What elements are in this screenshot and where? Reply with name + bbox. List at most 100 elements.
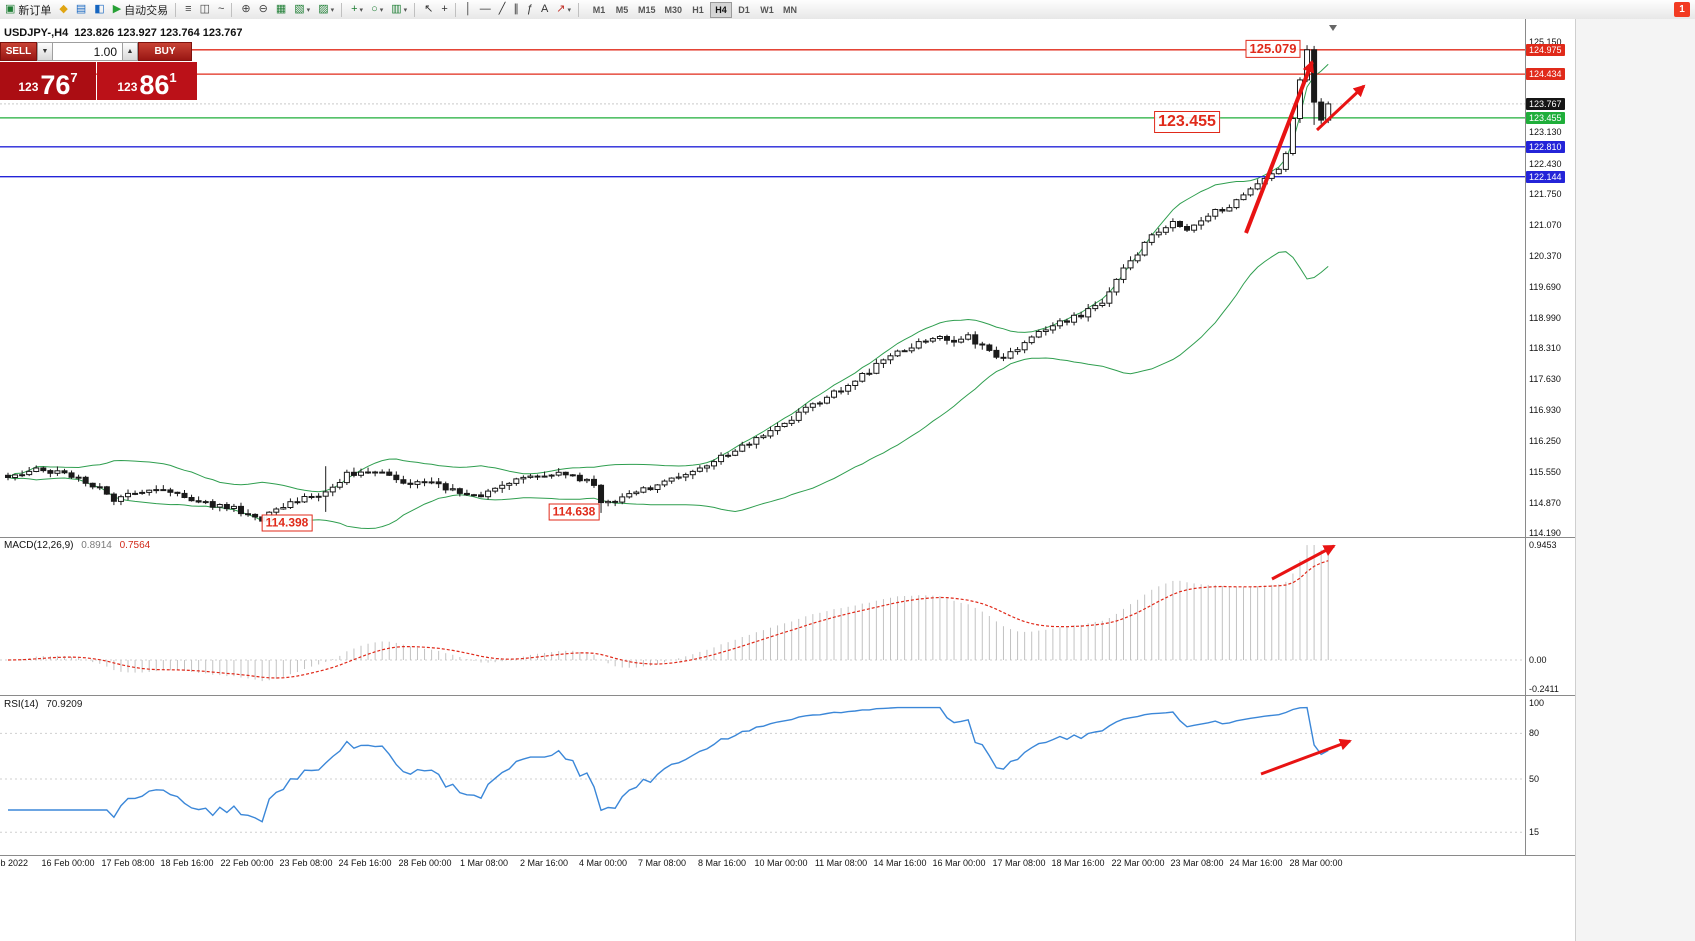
candlestick-mode-button[interactable]: ◫ — [197, 1, 213, 18]
terminal-icon: ◧ — [94, 3, 105, 15]
one-click-trading-panel: SELL ▼ ▲ BUY 123 76 7 123 86 1 — [0, 42, 197, 100]
macd-signal-line — [7, 560, 1329, 679]
crosshair-tool-button[interactable]: + — [438, 1, 450, 18]
volume-increase-button[interactable]: ▲ — [122, 42, 138, 61]
periods-button[interactable]: ○ ▾ — [368, 1, 386, 18]
timeframe-m15-button[interactable]: M15 — [638, 4, 656, 15]
fibonacci-tool-button[interactable]: ƒ — [524, 1, 536, 18]
zoom-out-button[interactable]: ⊖ — [256, 1, 271, 18]
price-axis-label: 116.250 — [1529, 436, 1561, 446]
timeframe-m30-button[interactable]: M30 — [664, 4, 683, 15]
rsi-name: RSI(14) — [4, 699, 39, 710]
time-axis-label: 28 Mar 00:00 — [1289, 858, 1343, 868]
volume-input[interactable] — [53, 42, 122, 61]
time-axis-label: 11 Mar 08:00 — [814, 858, 868, 868]
tile-windows-button[interactable]: ▦ — [273, 1, 289, 18]
bid-price-pips: 76 — [40, 70, 71, 100]
profiles-button[interactable]: ▨ ▾ — [315, 1, 337, 18]
price-axis-tag-green: 123.455 — [1526, 112, 1565, 124]
auto-trading-button[interactable]: ▶ 自动交易 — [110, 1, 171, 18]
time-axis-label: 18 Mar 16:00 — [1051, 858, 1105, 868]
macd-indicator-label: MACD(12,26,9) 0.8914 0.7564 — [4, 540, 150, 551]
trend-arrows[interactable] — [1244, 60, 1366, 776]
horizontal-line-tool-button[interactable]: ― — [477, 1, 494, 18]
timeframe-d1-button[interactable]: D1 — [738, 4, 750, 15]
dropdown-caret-icon: ▾ — [306, 6, 311, 14]
trendline-tool-button[interactable]: ╱ — [496, 1, 509, 18]
terminal-button[interactable]: ◧ — [91, 1, 107, 18]
ask-price-integer: 123 — [117, 80, 138, 94]
timeframe-w1-button[interactable]: W1 — [760, 4, 774, 15]
rsi-line — [8, 706, 1329, 823]
dropdown-caret-icon: ▾ — [359, 6, 364, 14]
new-order-icon: ▣ — [5, 3, 16, 15]
horizontal-lines[interactable] — [0, 49, 1525, 178]
tile-windows-icon: ▦ — [275, 3, 287, 15]
price-axis-label: 118.310 — [1529, 343, 1561, 353]
volume-decrease-button[interactable]: ▼ — [37, 42, 53, 61]
timeframe-m1-button[interactable]: M1 — [592, 4, 606, 15]
auto-trading-icon: ▶ — [112, 3, 122, 15]
rsi-axis-label: 100 — [1529, 698, 1545, 708]
timeframe-h4-button[interactable]: H4 — [710, 1, 733, 18]
buy-button[interactable]: BUY — [138, 42, 192, 61]
price-annotation[interactable]: 114.638 — [548, 503, 600, 521]
text-tool-button[interactable]: A — [538, 1, 551, 18]
trend-arrow[interactable] — [1271, 544, 1336, 581]
new-chart-button[interactable]: ▧ ▾ — [291, 1, 313, 18]
toolbar-buttons: ▣ 新订单 ◆ ▤ ◧ ▶ 自动交易 ≡ ◫ ~ ⊕ ⊖ ▦ ▧ ▾ ▨ ▾ + ▾ ○ ▾ ▥ ▾ ↖ + │ ― ╱ ∥ ƒ A ↗ ▾ — [0, 0, 583, 19]
horizontal-line-tool-icon: ― — [479, 3, 491, 15]
chart-title: USDJPY-,H4 123.826 123.927 123.764 123.7… — [4, 27, 243, 39]
time-axis-label: 7 Mar 08:00 — [637, 858, 687, 868]
timeframe-h1-button[interactable]: H1 — [692, 4, 704, 15]
chart-canvas[interactable] — [0, 19, 1575, 941]
indicators-button[interactable]: + ▾ — [348, 1, 366, 18]
price-axis-tag-blue: 122.144 — [1526, 171, 1565, 183]
time-axis-label: 10 Mar 00:00 — [754, 858, 808, 868]
sell-button[interactable]: SELL — [0, 42, 37, 61]
price-annotation[interactable]: 114.398 — [261, 514, 313, 532]
trend-arrow[interactable] — [1244, 60, 1314, 234]
cursor-tool-icon: ↖ — [424, 3, 434, 15]
cursor-tool-button[interactable]: ↖ — [421, 1, 436, 18]
line-chart-mode-button[interactable]: ~ — [215, 1, 227, 18]
macd-signal-value: 0.7564 — [119, 540, 151, 551]
new-order-button-label: 新订单 — [18, 4, 52, 17]
mql5-community-icon: ◆ — [59, 3, 68, 15]
fibonacci-tool-icon: ƒ — [526, 3, 533, 15]
dropdown-caret-icon: ▾ — [403, 6, 408, 14]
zoom-out-icon: ⊖ — [258, 3, 268, 15]
candlestick-mode-icon: ◫ — [199, 3, 210, 15]
price-annotation[interactable]: 125.079 — [1245, 39, 1301, 59]
time-axis-label: Feb 2022 — [0, 858, 29, 868]
macd-axis-label: 0.9453 — [1529, 540, 1557, 550]
bar-chart-mode-button[interactable]: ≡ — [182, 1, 194, 18]
templates-icon: ▥ — [391, 3, 402, 15]
bid-price-point: 7 — [70, 70, 78, 85]
toolbar-separator — [341, 2, 343, 17]
bid-price-integer: 123 — [18, 80, 39, 94]
timeframe-m5-button[interactable]: M5 — [615, 4, 629, 15]
bid-price-button[interactable]: 123 76 7 — [0, 62, 96, 100]
timeframe-mn-button[interactable]: MN — [783, 4, 798, 15]
toolbar-separator — [578, 2, 580, 17]
time-axis-label: 14 Mar 16:00 — [873, 858, 927, 868]
time-axis-label: 18 Feb 16:00 — [160, 858, 214, 868]
price-annotation[interactable]: 123.455 — [1154, 111, 1220, 133]
zoom-in-button[interactable]: ⊕ — [238, 1, 253, 18]
vertical-line-tool-button[interactable]: │ — [462, 1, 475, 18]
arrows-tool-button[interactable]: ↗ ▾ — [553, 1, 574, 18]
notification-badge[interactable]: 1 — [1674, 2, 1690, 17]
ask-price-button[interactable]: 123 86 1 — [97, 62, 197, 100]
mql5-community-button[interactable]: ◆ — [56, 1, 70, 18]
templates-button[interactable]: ▥ ▾ — [388, 1, 410, 18]
trend-arrow[interactable] — [1315, 84, 1366, 132]
trend-arrow[interactable] — [1260, 738, 1352, 776]
chart-window-button[interactable]: ▤ — [73, 1, 89, 18]
new-order-button[interactable]: ▣ 新订单 — [2, 1, 54, 18]
time-axis-label: 17 Mar 08:00 — [992, 858, 1046, 868]
time-axis-label: 23 Mar 08:00 — [1170, 858, 1224, 868]
chart-shift-marker[interactable] — [1329, 25, 1337, 31]
channel-tool-button[interactable]: ∥ — [510, 1, 522, 18]
zoom-in-icon: ⊕ — [241, 3, 251, 15]
